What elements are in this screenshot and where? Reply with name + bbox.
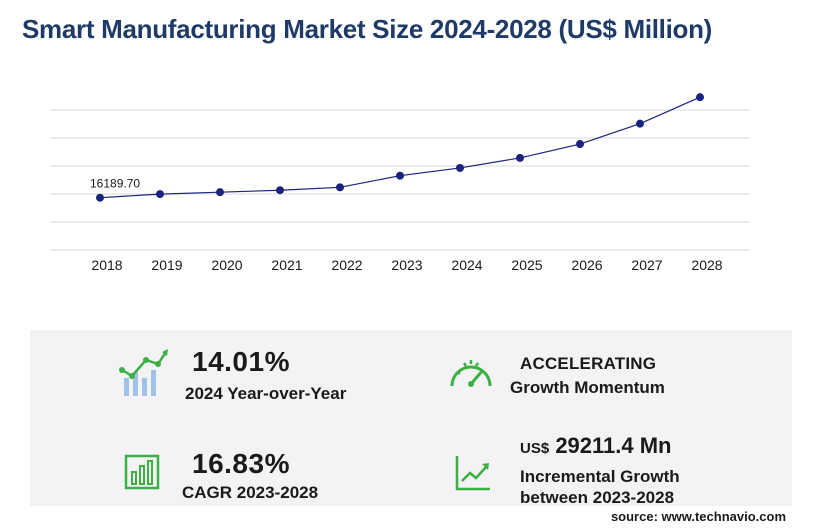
x-axis-tick-labels: 2018 2019 2020 2021 2022 2023 2024 2025 2026 2027…	[91, 257, 722, 273]
x-tick-label: 2018	[91, 257, 122, 273]
data-label: 16189.70	[90, 177, 140, 191]
incremental-value: US$ 29211.4 Mn	[520, 433, 672, 459]
data-point	[216, 188, 224, 197]
data-point	[336, 183, 344, 192]
yoy-value: 14.01%	[192, 346, 290, 377]
x-tick-label: 2020	[211, 257, 242, 273]
x-tick-label: 2022	[331, 257, 362, 273]
data-point	[516, 153, 524, 162]
x-tick-label: 2028	[691, 257, 722, 273]
data-point	[156, 190, 164, 199]
x-tick-label: 2021	[271, 257, 302, 273]
bar-chart-icon	[124, 454, 160, 490]
momentum-line2: Growth Momentum	[510, 378, 665, 397]
chart-gridlines	[50, 109, 750, 251]
growth-bars-icon	[119, 349, 168, 396]
yoy-label: 2024 Year-over-Year	[185, 384, 347, 403]
data-point	[456, 163, 464, 172]
incremental-amount: 29211.4 Mn	[555, 433, 672, 458]
data-point	[276, 186, 284, 195]
stats-panel: 14.01% 2024 Year-over-Year ACCELERATING …	[30, 330, 792, 507]
data-labels: 16189.70	[90, 177, 140, 191]
x-tick-label: 2027	[631, 257, 662, 273]
momentum-line1: ACCELERATING	[520, 354, 657, 373]
data-point	[576, 140, 584, 149]
incremental-line1: Incremental Growth	[520, 467, 680, 486]
data-point	[96, 193, 104, 202]
data-point	[696, 93, 704, 102]
cagr-label: CAGR 2023-2028	[182, 483, 319, 502]
trend-up-icon	[455, 456, 490, 491]
incremental-currency: US$	[520, 440, 550, 457]
x-tick-label: 2025	[511, 257, 542, 273]
cagr-value: 16.83%	[192, 448, 290, 479]
x-tick-label: 2023	[391, 257, 422, 273]
source-credit: source: www.technavio.com	[610, 509, 786, 524]
incremental-line2: between 2023-2028	[520, 488, 675, 507]
series-points	[96, 93, 704, 202]
data-point	[636, 119, 644, 128]
x-tick-label: 2019	[151, 257, 182, 273]
x-tick-label: 2026	[571, 257, 602, 273]
series-line	[99, 96, 701, 199]
line-chart: 2018 2019 2020 2021 2022 2023 2024 2025 2026 2027…	[50, 93, 750, 273]
data-point	[396, 171, 404, 180]
speedometer-icon	[450, 360, 492, 387]
x-tick-label: 2024	[451, 257, 482, 273]
chart-title: Smart Manufacturing Market Size 2024-202…	[22, 14, 713, 44]
